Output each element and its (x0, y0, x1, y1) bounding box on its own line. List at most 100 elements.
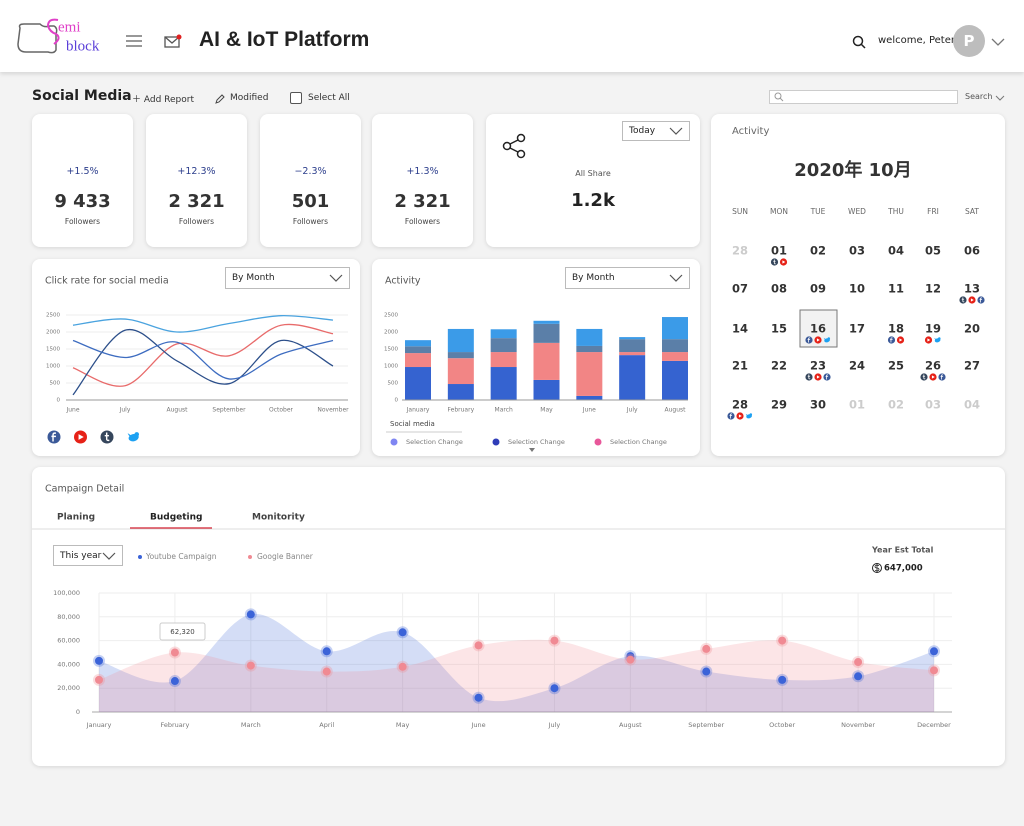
stat-card: +1.5% 9 433 Followers (32, 114, 133, 247)
welcome: welcome, Peter~ (878, 35, 964, 46)
day[interactable]: 08 (771, 282, 787, 296)
day[interactable]: 19 (925, 322, 941, 336)
point[interactable] (474, 693, 483, 702)
bar-segment (662, 339, 688, 353)
point[interactable] (95, 656, 103, 665)
point[interactable] (322, 647, 331, 656)
day[interactable]: 18 (888, 322, 904, 336)
legend-label: Selection Change (406, 438, 463, 446)
day[interactable]: 17 (849, 322, 865, 336)
mail-icon[interactable] (164, 34, 182, 48)
year-dropdown[interactable]: This year (53, 545, 123, 566)
legend-label: Youtube Campaign (145, 552, 217, 561)
day[interactable]: 15 (771, 322, 787, 336)
point[interactable] (854, 672, 863, 681)
stat-card: −2.3% 501 Followers (260, 114, 361, 247)
user-menu-chevron[interactable] (991, 37, 1005, 47)
point[interactable] (170, 648, 179, 657)
day[interactable]: 02 (810, 244, 826, 258)
point[interactable] (95, 675, 103, 684)
point[interactable] (550, 636, 559, 645)
day[interactable]: 22 (771, 359, 787, 373)
social-icon (934, 337, 941, 343)
day[interactable]: 07 (732, 282, 748, 296)
avatar[interactable]: P (953, 25, 985, 57)
twitter-head (749, 413, 753, 416)
day[interactable]: 28 (732, 398, 748, 412)
search-chevron[interactable] (995, 94, 1005, 102)
day[interactable]: 01 (771, 244, 787, 258)
tab[interactable]: Budgeting (150, 513, 203, 523)
bar-segment (619, 355, 646, 400)
y-tick-label: 60,000 (57, 637, 80, 645)
point[interactable] (474, 641, 483, 650)
day[interactable]: 23 (810, 359, 826, 373)
stat-label: Followers (292, 217, 329, 226)
menu-icon[interactable] (125, 34, 143, 48)
day[interactable]: 25 (888, 359, 904, 373)
point[interactable] (246, 610, 255, 619)
point[interactable] (246, 661, 255, 670)
day[interactable]: 24 (849, 359, 865, 373)
day[interactable]: 06 (964, 244, 980, 258)
legend-more[interactable] (529, 448, 535, 452)
twitter-head (134, 432, 140, 437)
point[interactable] (702, 644, 711, 653)
day[interactable]: 27 (964, 359, 980, 373)
day[interactable]: 29 (771, 398, 787, 412)
month-dropdown[interactable]: By Month (565, 267, 690, 289)
youtube-glyph (78, 434, 84, 440)
day[interactable]: 04 (888, 244, 904, 258)
search-icon[interactable] (852, 35, 866, 49)
point[interactable] (930, 666, 938, 675)
day[interactable]: 03 (925, 398, 941, 412)
day[interactable]: 28 (732, 244, 748, 258)
month-dropdown[interactable]: By Month (225, 267, 350, 289)
tab[interactable]: Monitority (252, 513, 305, 523)
point[interactable] (626, 655, 635, 664)
period-dropdown[interactable]: Today (622, 121, 690, 141)
day[interactable]: 10 (849, 282, 865, 296)
bar-segment (490, 367, 517, 400)
day[interactable]: 03 (849, 244, 865, 258)
day[interactable]: 13 (964, 282, 980, 296)
day[interactable]: 16 (810, 322, 826, 336)
day[interactable]: 02 (888, 398, 904, 412)
bar-segment (447, 384, 474, 400)
point[interactable] (778, 675, 787, 684)
stat-label: Followers (404, 217, 441, 226)
day[interactable]: 05 (925, 244, 941, 258)
legend-label: Google Banner (257, 552, 314, 561)
point[interactable] (550, 684, 559, 693)
day[interactable]: 20 (964, 322, 980, 336)
point[interactable] (170, 677, 179, 686)
point[interactable] (854, 658, 863, 667)
modified[interactable]: Modified (230, 93, 269, 103)
tab[interactable]: Planing (57, 513, 95, 523)
day[interactable]: 09 (810, 282, 826, 296)
search-label[interactable]: Search (965, 92, 993, 101)
day[interactable]: 01 (849, 398, 865, 412)
facebook-glyph (825, 374, 829, 380)
point[interactable] (398, 662, 407, 671)
search-input[interactable] (769, 90, 958, 104)
checkbox[interactable] (290, 92, 302, 104)
day[interactable]: 04 (964, 398, 980, 412)
day[interactable]: 21 (732, 359, 748, 373)
point[interactable] (930, 647, 938, 656)
add-report[interactable]: ＋ Add Report (132, 95, 194, 105)
point[interactable] (702, 667, 711, 676)
point[interactable] (778, 636, 787, 645)
day[interactable]: 14 (732, 322, 748, 336)
day[interactable]: 30 (810, 398, 826, 412)
day[interactable]: 26 (925, 359, 941, 373)
point[interactable] (322, 667, 331, 676)
select-all[interactable]: Select All (308, 93, 350, 103)
social-icon (896, 336, 905, 344)
point[interactable] (398, 628, 407, 637)
social-icon (924, 336, 933, 344)
day[interactable]: 12 (925, 282, 941, 296)
social-icon (929, 373, 937, 381)
stat-change: +1.3% (406, 166, 439, 177)
day[interactable]: 11 (888, 282, 904, 296)
